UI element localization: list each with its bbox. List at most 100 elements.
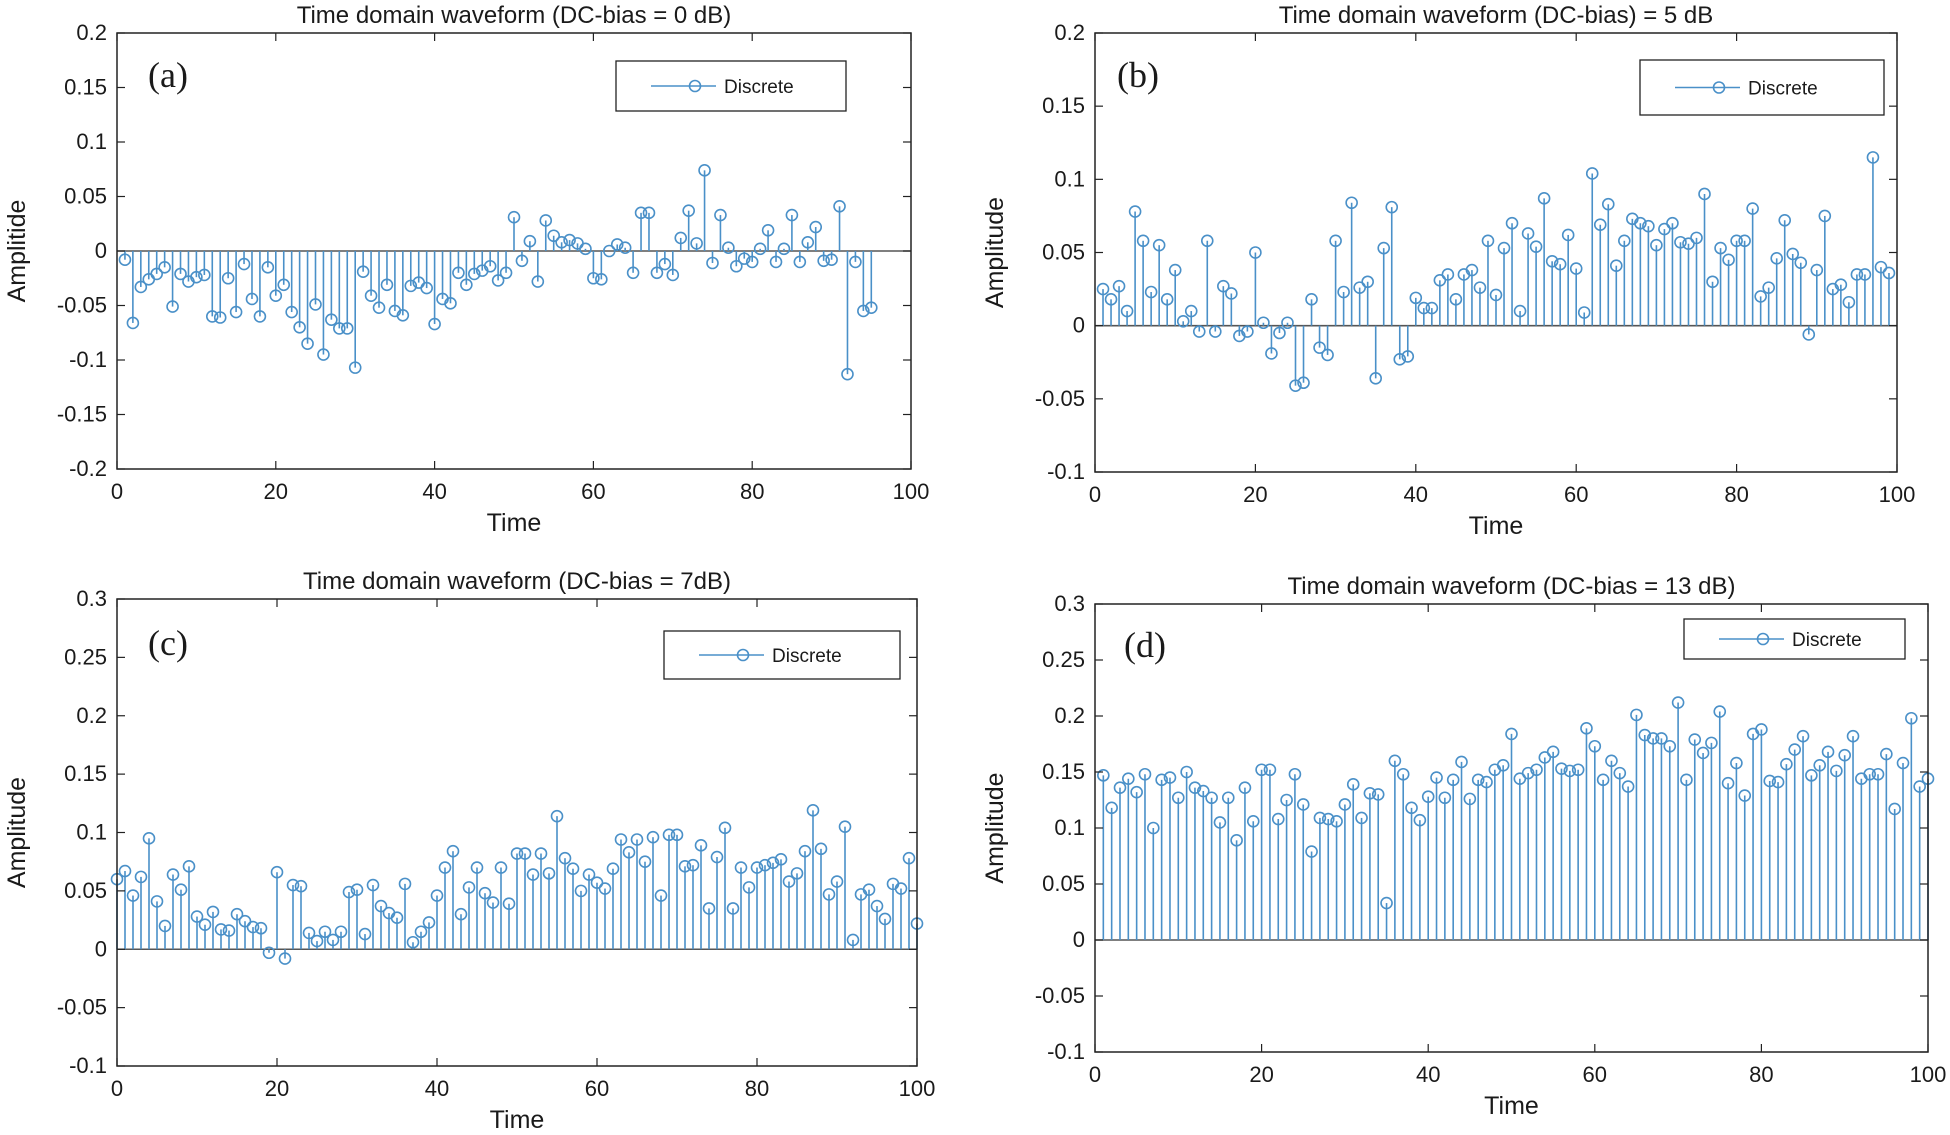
stem-marker — [1721, 776, 1735, 790]
stem-marker — [558, 851, 572, 865]
stem-marker — [1163, 771, 1177, 784]
stem-marker — [1866, 151, 1880, 164]
stem-marker — [838, 820, 852, 833]
stem-marker — [1630, 708, 1643, 722]
stem-marker — [333, 322, 346, 335]
stem-marker — [230, 907, 244, 921]
stem-marker — [1738, 789, 1752, 802]
x-tick-label: 60 — [1564, 482, 1588, 507]
stem-marker — [1393, 353, 1407, 366]
stem-marker — [1225, 287, 1238, 300]
stem-marker — [894, 882, 908, 895]
stem-marker — [849, 255, 862, 269]
stem-marker — [206, 905, 220, 919]
stem-marker — [1371, 788, 1385, 801]
stem-marker — [1188, 781, 1202, 794]
stem-marker — [1238, 781, 1252, 794]
stem-marker — [1345, 196, 1358, 210]
stem-marker — [1569, 262, 1583, 275]
stem-marker — [1497, 241, 1511, 255]
stem-marker — [491, 274, 505, 287]
stem-marker — [1871, 767, 1885, 781]
stem-marker — [1754, 290, 1767, 303]
stem-marker — [325, 313, 338, 326]
y-tick-label: 0 — [95, 936, 107, 961]
stem-marker — [602, 244, 616, 258]
stem-marker — [726, 902, 740, 915]
y-tick-label: -0.15 — [57, 402, 107, 427]
stem-marker — [1780, 757, 1793, 771]
stem-marker — [166, 300, 179, 313]
y-tick-label: -0.2 — [69, 456, 107, 481]
stem-marker — [730, 259, 743, 273]
stem-marker — [422, 916, 436, 929]
stem-marker — [470, 861, 484, 874]
stem-marker — [1821, 745, 1835, 759]
stem-marker — [1180, 765, 1193, 779]
stem-marker — [213, 311, 227, 324]
stem-marker — [1688, 733, 1702, 746]
stem-marker — [702, 902, 716, 915]
stem-marker — [510, 847, 524, 860]
y-axis-label: Amplitude — [3, 777, 31, 888]
y-tick-label: 0.05 — [64, 878, 107, 903]
legend-marker — [1756, 632, 1770, 646]
stem-marker — [790, 867, 804, 880]
x-axis-label: Time — [1469, 512, 1524, 540]
stem-marker — [1120, 304, 1134, 318]
stem-marker — [742, 881, 756, 894]
stem-marker — [270, 865, 284, 879]
stem-marker — [1465, 263, 1479, 277]
stem-marker — [390, 911, 404, 925]
stem-marker — [1850, 268, 1864, 281]
stem-marker — [1638, 728, 1652, 742]
stem-marker — [404, 279, 418, 293]
stem-marker — [1438, 791, 1452, 805]
stem-marker — [830, 875, 844, 888]
chart-panel: 0 20 40 60 80 100 -0.1 -0.05 0 0.05 0.1 0.15 0.2 Time… — [981, 2, 1915, 540]
stem-marker — [606, 862, 620, 875]
y-axis-label: Amplitude — [981, 772, 1009, 883]
y-tick-label: 0.25 — [64, 644, 107, 669]
stem-marker — [1280, 793, 1293, 807]
stem-marker — [150, 895, 164, 908]
stem-marker — [1241, 325, 1254, 338]
stem-marker — [134, 280, 148, 294]
stem-marker — [1577, 306, 1591, 319]
x-tick-label: 40 — [1416, 1062, 1440, 1087]
stem-marker — [1571, 763, 1585, 777]
stem-marker — [1473, 281, 1487, 294]
stem-marker — [634, 206, 648, 220]
stem-marker — [1755, 723, 1768, 736]
chart-panel: 0 20 40 60 80 100 -0.2 -0.15 -0.1 -0.05 0 0.05 0.1 0.… — [3, 2, 929, 537]
stem-marker — [1471, 773, 1485, 787]
stem-marker — [358, 927, 372, 941]
stem-marker — [1834, 278, 1848, 291]
stem-marker — [1496, 758, 1510, 772]
legend-label: Discrete — [724, 77, 794, 98]
stem-marker — [1369, 372, 1382, 385]
stem-marker — [342, 885, 356, 899]
stem-marker — [1136, 234, 1150, 248]
stem-marker — [334, 925, 348, 939]
stem-marker — [714, 208, 727, 222]
legend: Discrete — [1683, 618, 1906, 660]
stem-marker — [1690, 231, 1703, 245]
stem-marker — [446, 844, 460, 858]
legend-marker — [736, 648, 750, 662]
stem-marker — [494, 861, 508, 874]
stem-marker — [302, 926, 316, 940]
stem-marker — [822, 888, 836, 901]
stem-marker — [694, 839, 708, 852]
stem-marker — [1405, 801, 1418, 815]
stem-marker — [1122, 772, 1135, 786]
stem-marker — [563, 233, 576, 247]
stem-marker — [658, 257, 672, 271]
y-tick-label: 0.15 — [64, 75, 107, 100]
stem-marker — [396, 309, 410, 322]
stem-marker — [678, 860, 692, 873]
stem-marker — [310, 934, 324, 948]
stem-marker — [293, 320, 306, 334]
stem-marker — [1192, 325, 1206, 338]
stem-marker — [1738, 234, 1751, 248]
